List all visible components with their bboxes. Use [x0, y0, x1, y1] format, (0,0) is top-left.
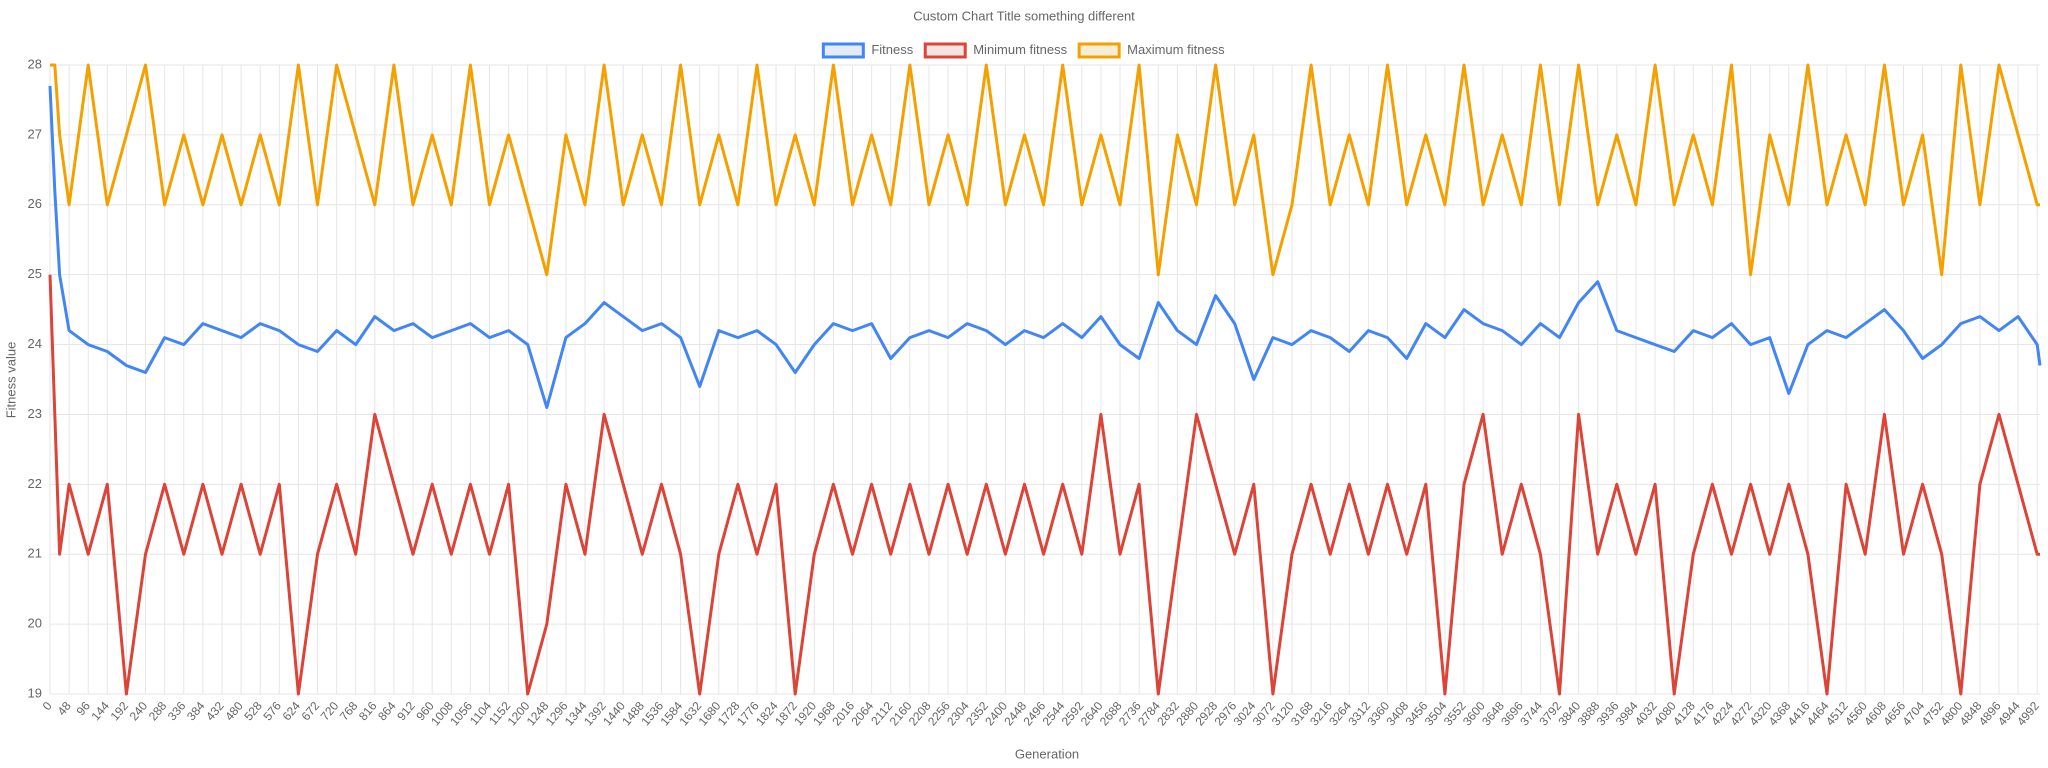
x-tick-label: 864 — [375, 699, 399, 724]
y-tick-label: 21 — [28, 546, 42, 561]
x-tick-label: 240 — [127, 699, 151, 724]
legend-swatch[interactable] — [1077, 42, 1121, 59]
x-axis-label: Generation — [1015, 746, 1079, 761]
series-line — [48, 274, 2040, 696]
legend-swatch[interactable] — [821, 42, 865, 59]
x-tick-label: 528 — [241, 699, 265, 724]
x-tick-label: 192 — [108, 699, 132, 724]
x-tick-label: 288 — [146, 699, 170, 724]
y-axis-label: Fitness value — [3, 342, 18, 419]
legend-label[interactable]: Maximum fitness — [1127, 42, 1225, 57]
series-line — [50, 63, 2040, 277]
y-tick-label: 24 — [28, 336, 42, 351]
x-tick-label: 480 — [222, 699, 246, 724]
y-tick-label: 28 — [28, 56, 42, 71]
x-tick-label: 336 — [165, 699, 189, 724]
legend-label[interactable]: Minimum fitness — [973, 42, 1067, 57]
x-tick-label: 720 — [318, 699, 342, 724]
x-tick-label: 4992 — [2014, 699, 2042, 729]
x-tick-label: 912 — [394, 699, 418, 724]
x-tick-label: 144 — [88, 699, 112, 724]
x-tick-label: 816 — [356, 699, 380, 724]
y-tick-label: 26 — [28, 196, 42, 211]
x-tick-label: 0 — [40, 699, 55, 713]
x-tick-label: 48 — [55, 699, 75, 718]
x-tick-label: 384 — [184, 699, 208, 724]
x-tick-label: 432 — [203, 699, 227, 724]
y-tick-label: 22 — [28, 476, 42, 491]
x-tick-label: 768 — [337, 699, 361, 724]
legend-swatch[interactable] — [923, 42, 967, 59]
y-tick-label: 19 — [28, 685, 42, 700]
y-tick-label: 27 — [28, 126, 42, 141]
y-tick-label: 23 — [28, 406, 42, 421]
chart-title: Custom Chart Title something different — [913, 8, 1135, 23]
legend-label[interactable]: Fitness — [871, 42, 913, 57]
y-tick-label: 20 — [28, 616, 42, 631]
x-tick-label: 624 — [280, 699, 304, 724]
x-tick-label: 576 — [260, 699, 284, 724]
legend: Fitness Minimum fitness Maximum fitness — [821, 42, 1225, 59]
series-line — [48, 85, 2042, 409]
y-tick-label: 25 — [28, 266, 42, 281]
x-tick-label: 672 — [299, 699, 323, 724]
